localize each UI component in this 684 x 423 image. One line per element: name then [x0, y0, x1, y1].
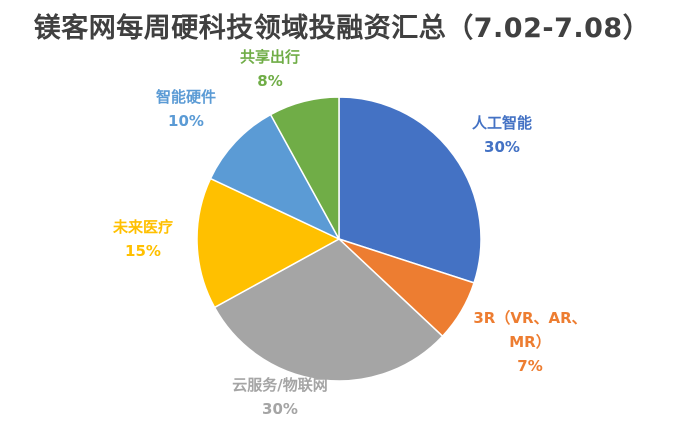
pie-label-value-1: 7%: [517, 357, 542, 375]
pie-label-value-5: 8%: [257, 72, 282, 90]
pie-label-name-5: 共享出行: [240, 48, 300, 66]
pie-slice-0: [338, 96, 482, 284]
pie-label-value-0: 30%: [484, 138, 520, 156]
pie-label-value-2: 30%: [262, 400, 298, 418]
chart-title: 镁客网每周硬科技领域投融资汇总（7.02-7.08）: [33, 13, 651, 44]
pie-label-name-0: 人工智能: [472, 114, 532, 132]
pie-label-name-2: 云服务/物联网: [232, 376, 327, 394]
pie-slices: [196, 96, 482, 382]
pie-slice-3: [196, 177, 341, 309]
pie-slice-5: [269, 96, 340, 240]
pie-label-value-4: 10%: [168, 112, 204, 130]
pie-slice-2: [213, 238, 444, 382]
pie-label-name-1-line0: 3R（VR、AR、: [473, 309, 586, 327]
pie-label-name-1-line1: MR）: [509, 333, 550, 351]
pie-labels: 人工智能 30% 3R（VR、AR、 MR） 7% 云服务/物联网 30% 未来医疗 15% 智能…: [112, 48, 587, 418]
pie-label-name-4: 智能硬件: [156, 88, 216, 106]
pie-label-name-3: 未来医疗: [112, 218, 173, 236]
pie-label-value-3: 15%: [125, 242, 161, 260]
pie-slice-4: [209, 113, 341, 241]
